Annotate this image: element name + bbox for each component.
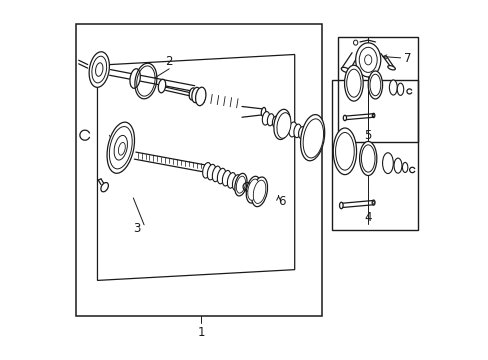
- Ellipse shape: [288, 122, 296, 137]
- Ellipse shape: [202, 163, 211, 178]
- Ellipse shape: [158, 79, 165, 93]
- Ellipse shape: [393, 158, 401, 173]
- Text: 3: 3: [133, 222, 141, 235]
- Bar: [332, 80, 418, 230]
- Ellipse shape: [346, 69, 360, 97]
- Ellipse shape: [267, 114, 273, 126]
- Ellipse shape: [189, 88, 195, 100]
- Ellipse shape: [217, 168, 225, 184]
- Ellipse shape: [300, 114, 324, 161]
- Ellipse shape: [195, 87, 205, 106]
- Ellipse shape: [261, 107, 265, 116]
- Ellipse shape: [107, 122, 134, 173]
- Ellipse shape: [341, 67, 349, 72]
- Ellipse shape: [344, 65, 363, 101]
- Text: 7: 7: [403, 51, 410, 64]
- Ellipse shape: [232, 175, 240, 190]
- Ellipse shape: [293, 124, 301, 138]
- Text: 2: 2: [165, 55, 173, 68]
- Ellipse shape: [236, 176, 245, 193]
- Ellipse shape: [273, 109, 290, 140]
- Ellipse shape: [247, 179, 259, 200]
- Ellipse shape: [396, 83, 403, 95]
- Ellipse shape: [262, 112, 269, 125]
- Ellipse shape: [251, 177, 267, 207]
- Ellipse shape: [207, 165, 215, 180]
- Ellipse shape: [130, 69, 140, 88]
- Ellipse shape: [92, 56, 106, 83]
- Ellipse shape: [371, 113, 374, 118]
- Ellipse shape: [361, 145, 374, 172]
- Ellipse shape: [371, 200, 374, 205]
- Ellipse shape: [89, 52, 109, 87]
- Ellipse shape: [234, 174, 246, 196]
- Ellipse shape: [101, 183, 108, 192]
- Ellipse shape: [118, 143, 125, 155]
- Ellipse shape: [272, 116, 278, 127]
- Ellipse shape: [388, 80, 396, 95]
- Ellipse shape: [335, 132, 353, 170]
- Ellipse shape: [369, 74, 380, 96]
- Ellipse shape: [191, 87, 200, 103]
- Ellipse shape: [303, 119, 323, 158]
- Ellipse shape: [227, 172, 235, 188]
- Ellipse shape: [298, 127, 305, 139]
- Ellipse shape: [95, 63, 103, 76]
- Ellipse shape: [353, 40, 357, 45]
- Ellipse shape: [109, 127, 132, 169]
- Text: 5: 5: [364, 129, 371, 142]
- Ellipse shape: [343, 115, 346, 121]
- Ellipse shape: [355, 43, 380, 77]
- Bar: [337, 37, 418, 142]
- Ellipse shape: [359, 47, 376, 72]
- Ellipse shape: [276, 113, 290, 138]
- Ellipse shape: [253, 180, 265, 203]
- Ellipse shape: [402, 162, 407, 172]
- Ellipse shape: [246, 176, 260, 203]
- Ellipse shape: [114, 135, 127, 160]
- Ellipse shape: [212, 166, 220, 182]
- Ellipse shape: [372, 114, 373, 117]
- Ellipse shape: [364, 55, 371, 65]
- Text: 4: 4: [364, 211, 371, 224]
- Ellipse shape: [359, 141, 376, 176]
- Ellipse shape: [382, 153, 392, 174]
- Bar: [76, 24, 321, 316]
- Ellipse shape: [333, 128, 356, 175]
- Text: 6: 6: [278, 195, 285, 208]
- Ellipse shape: [339, 202, 343, 209]
- Ellipse shape: [372, 201, 374, 204]
- Ellipse shape: [367, 71, 382, 99]
- Text: 1: 1: [197, 326, 205, 339]
- Ellipse shape: [222, 170, 230, 186]
- Ellipse shape: [387, 66, 394, 70]
